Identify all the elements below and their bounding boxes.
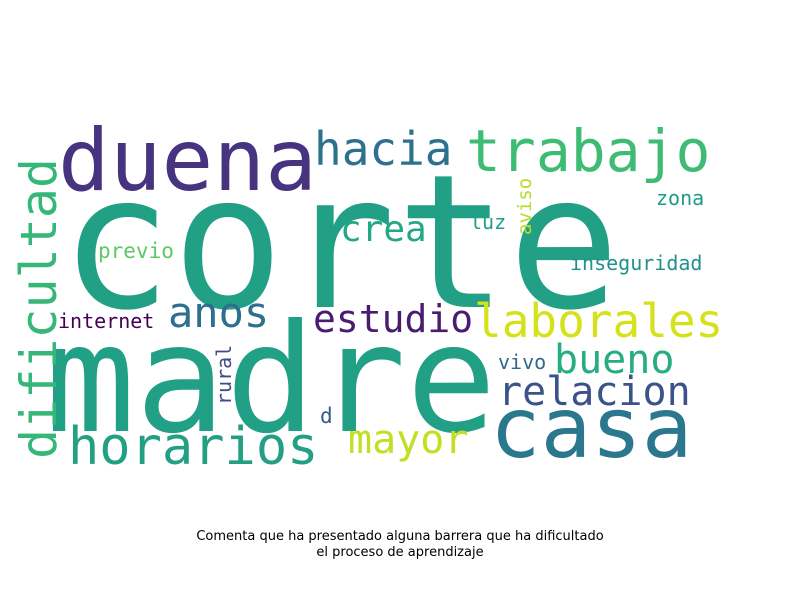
word-madre: madre	[45, 293, 497, 467]
caption-line-2: el proceso de aprendizaje	[316, 545, 484, 560]
word-hacia: hacia	[314, 122, 453, 176]
word-rural: rural	[212, 345, 236, 406]
word-mayor: mayor	[348, 417, 469, 463]
word-estudio: estudio	[313, 297, 474, 341]
word-dificultad: dificultad	[10, 158, 68, 460]
caption-line-1: Comenta que ha presentado alguna barrera…	[196, 529, 604, 544]
word-anos: anos	[168, 288, 270, 337]
word-inseguridad: inseguridad	[570, 251, 703, 275]
word-zona: zona	[656, 186, 705, 210]
word-luz: luz	[470, 210, 507, 234]
word-casa: casa	[490, 379, 693, 477]
word-horarios: horarios	[68, 417, 319, 477]
figure-caption: Comenta que ha presentado alguna barrera…	[0, 529, 800, 561]
word-d: d	[320, 404, 333, 428]
word-internet: internet	[58, 309, 155, 333]
word-aviso: aviso	[514, 178, 536, 236]
word-trabajo: trabajo	[466, 117, 711, 185]
word-duena: duena	[58, 111, 317, 211]
word-crea: crea	[340, 209, 427, 250]
word-corte: corte	[60, 134, 620, 351]
word-bueno: bueno	[554, 337, 675, 383]
word-relacion: relacion	[498, 369, 691, 415]
word-laborales: laborales	[474, 294, 724, 348]
word-previo: previo	[98, 239, 174, 263]
word-vivo: vivo	[498, 350, 547, 374]
